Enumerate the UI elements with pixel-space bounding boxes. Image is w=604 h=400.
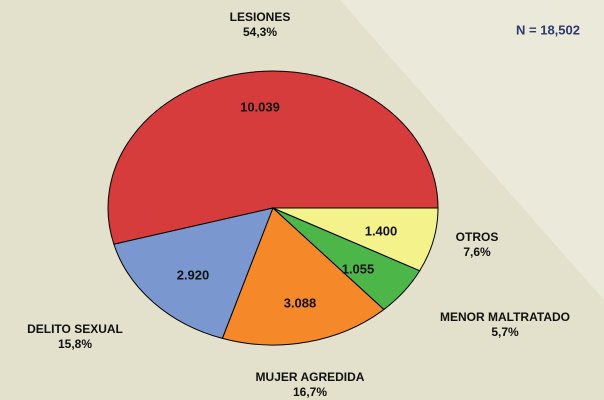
- pie-slice: [107, 70, 439, 245]
- percentage-label: 7,6%: [463, 245, 491, 259]
- category-label: MUJER AGREDIDA: [256, 370, 365, 384]
- percentage-label: 54,3%: [243, 25, 277, 39]
- sample-size: N = 18,502: [516, 22, 580, 37]
- value-label: 1.055: [342, 261, 375, 276]
- pie-slice: [221, 207, 385, 346]
- percentage-label: 5,7%: [491, 325, 519, 339]
- category-label: OTROS: [456, 230, 499, 244]
- background-highlight: [340, 0, 604, 300]
- category-label: LESIONES: [230, 10, 291, 24]
- value-label: 10.039: [240, 99, 280, 114]
- percentage-label: 16,7%: [293, 385, 327, 399]
- pie-slice: [113, 207, 274, 340]
- category-label: DELITO SEXUAL: [27, 322, 123, 336]
- pie-slice: [272, 207, 439, 272]
- category-label: MENOR MALTRATADO: [440, 310, 570, 324]
- value-label: 2.920: [177, 267, 210, 282]
- percentage-label: 15,8%: [58, 337, 92, 351]
- value-label: 1.400: [365, 223, 398, 238]
- value-label: 3.088: [284, 295, 317, 310]
